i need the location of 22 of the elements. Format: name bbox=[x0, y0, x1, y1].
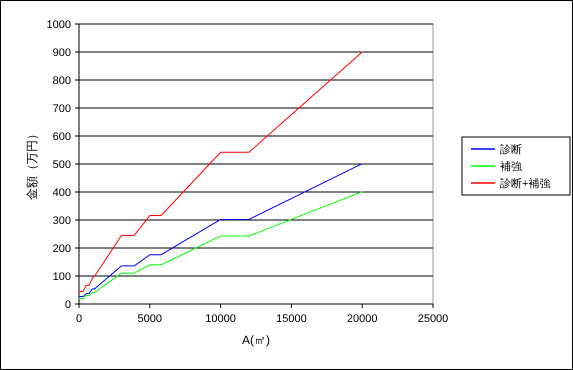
y-tick-label: 900 bbox=[52, 47, 71, 59]
y-tick-label: 100 bbox=[52, 271, 71, 283]
y-tick-label: 500 bbox=[52, 159, 71, 171]
y-tick-label: 1000 bbox=[46, 19, 71, 31]
x-tick-label: 0 bbox=[76, 313, 82, 325]
y-tick-label: 300 bbox=[52, 215, 71, 227]
x-tick-label: 10000 bbox=[205, 313, 236, 325]
legend-label: 診断+補強 bbox=[500, 177, 550, 190]
x-tick-label: 25000 bbox=[418, 313, 448, 325]
legend-label: 補強 bbox=[500, 160, 522, 173]
y-tick-label: 800 bbox=[52, 75, 71, 87]
y-tick-label: 400 bbox=[52, 187, 71, 199]
x-tick-label: 20000 bbox=[346, 313, 378, 325]
y-axis-title: 金額（万円） bbox=[25, 128, 39, 200]
y-tick-label: 700 bbox=[52, 103, 71, 115]
y-tick-label: 200 bbox=[52, 243, 71, 255]
x-axis-title: A(㎡) bbox=[242, 333, 270, 347]
y-tick-label: 600 bbox=[52, 131, 71, 143]
y-tick-label: 0 bbox=[64, 299, 71, 311]
legend-label: 診断 bbox=[500, 143, 522, 156]
x-tick-label: 15000 bbox=[276, 313, 307, 325]
x-tick-label: 5000 bbox=[138, 313, 162, 325]
